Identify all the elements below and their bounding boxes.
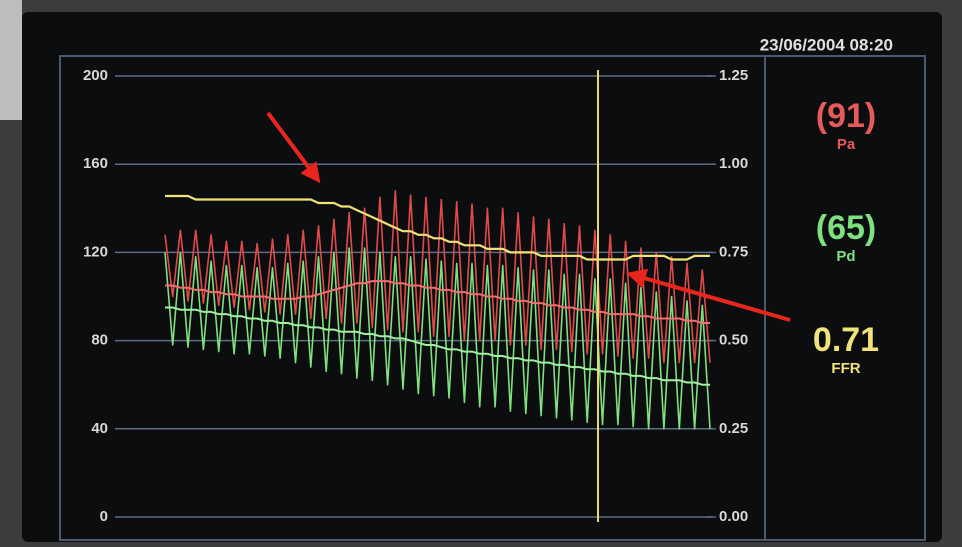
photo-edge bbox=[0, 0, 22, 120]
y-tick-label: 160 bbox=[83, 155, 108, 172]
readout-label: FFR bbox=[831, 360, 860, 377]
y2-tick-label: 0.25 bbox=[719, 420, 748, 437]
timestamp: 23/06/2004 08:20 bbox=[760, 35, 893, 54]
y-tick-label: 120 bbox=[83, 243, 108, 260]
readout-value: (91) bbox=[816, 97, 876, 135]
y-tick-label: 80 bbox=[91, 332, 108, 349]
y2-tick-label: 0.50 bbox=[719, 332, 748, 349]
monitor-screen: 23/06/2004 08:20 0 40 80 120 160 200 0.00 0.25 0… bbox=[0, 0, 962, 547]
screen bbox=[22, 12, 942, 542]
page: 23/06/2004 08:20 0 40 80 120 160 200 0.00 0.25 0… bbox=[0, 0, 962, 547]
y2-tick-label: 1.25 bbox=[719, 67, 748, 84]
y-tick-label: 0 bbox=[100, 508, 108, 525]
readout-label: Pa bbox=[837, 136, 856, 153]
y2-tick-label: 1.00 bbox=[719, 155, 748, 172]
y2-tick-label: 0.00 bbox=[719, 508, 748, 525]
y-tick-label: 200 bbox=[83, 67, 108, 84]
readout-value: 0.71 bbox=[813, 321, 879, 359]
readout-value: (65) bbox=[816, 209, 876, 247]
y-tick-label: 40 bbox=[91, 420, 108, 437]
y2-tick-label: 0.75 bbox=[719, 243, 748, 260]
readout-label: Pd bbox=[836, 248, 855, 265]
